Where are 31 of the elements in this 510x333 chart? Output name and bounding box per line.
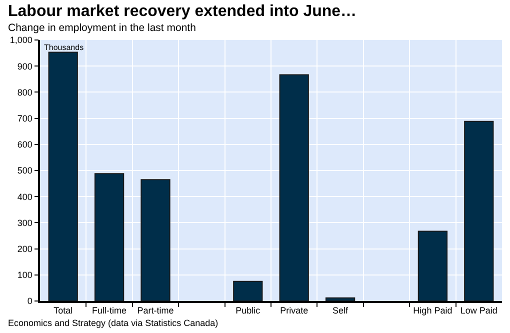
x-tick-label: Low Paid xyxy=(460,306,498,316)
y-tick-label: 400 xyxy=(17,192,32,202)
x-tick-label: Full-time xyxy=(92,306,127,316)
x-tick-label: Private xyxy=(280,306,308,316)
y-tick-label: 100 xyxy=(17,270,32,280)
y-tick-label: 500 xyxy=(17,166,32,176)
y-tick-label: 800 xyxy=(17,87,32,98)
bar xyxy=(418,230,448,301)
bar xyxy=(464,120,494,301)
x-tick-label: High Paid xyxy=(413,306,452,316)
y-axis-title: Thousands xyxy=(44,43,84,52)
y-tick-label: 900 xyxy=(17,61,32,72)
bar xyxy=(94,173,124,301)
chart-title: Labour market recovery extended into June… xyxy=(8,3,357,21)
bar xyxy=(325,297,356,301)
bar xyxy=(140,179,170,301)
chart-subtitle: Change in employment in the last month xyxy=(8,22,196,34)
x-tick-label: Public xyxy=(236,306,261,316)
bar xyxy=(279,74,309,301)
y-tick-label: 300 xyxy=(17,218,32,228)
y-tick-label: 200 xyxy=(17,244,32,254)
bar xyxy=(233,280,263,301)
x-tick-label: Self xyxy=(332,306,349,316)
y-tick-label: 700 xyxy=(17,113,32,124)
text: Economics and Strategy (data via Statistics Canada) xyxy=(8,318,218,328)
x-tick-label: Total xyxy=(54,306,73,316)
x-tick-label: Part-time xyxy=(137,306,174,316)
bar xyxy=(48,52,78,301)
y-tick-label: 0 xyxy=(27,296,32,306)
y-tick-label: 1,000 xyxy=(10,35,32,46)
y-tick-label: 600 xyxy=(17,140,32,150)
